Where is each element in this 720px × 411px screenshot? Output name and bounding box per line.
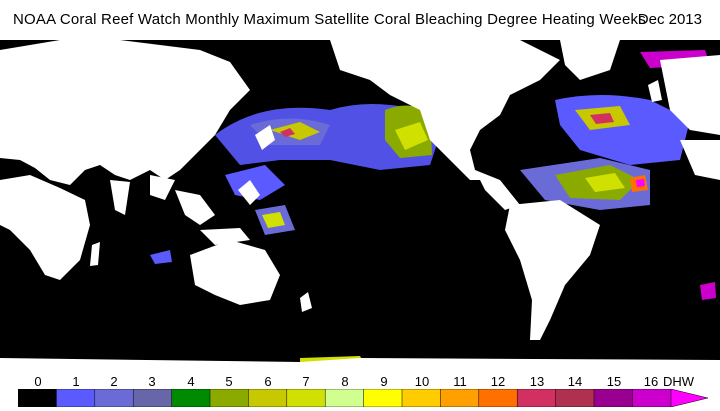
legend-swatch-3 [132,389,173,407]
legend-swatch-16 [632,389,672,407]
legend-labels: 0 1 2 3 4 5 6 7 8 9 10 11 12 13 14 15 16 [0,374,720,392]
legend-swatch-4 [171,389,211,407]
legend-unit: DHW [663,374,695,389]
legend-label-3: 3 [148,374,156,389]
legend-swatch-15 [593,389,634,407]
legend-label-15: 15 [606,374,622,389]
page-title: NOAA Coral Reef Watch Monthly Maximum Sa… [13,11,646,28]
legend-swatch-12 [478,389,518,407]
legend-swatches [18,389,672,407]
legend-swatch-13 [516,389,557,407]
date-label: Dec 2013 [637,11,702,28]
landmasses [0,40,720,370]
legend-label-7: 7 [302,374,310,389]
legend-label-5: 5 [225,374,233,389]
world-map [0,40,720,370]
legend-label-9: 9 [380,374,388,389]
legend-label-14: 14 [567,374,583,389]
legend-label-8: 8 [341,374,349,389]
legend-swatch-1 [56,389,96,407]
map-canvas [0,40,720,370]
legend-label-2: 2 [110,374,118,389]
legend-label-6: 6 [264,374,272,389]
legend-color-bar [18,389,709,407]
legend-swatch-5 [209,389,250,407]
title-bar: NOAA Coral Reef Watch Monthly Maximum Sa… [0,0,720,40]
legend-swatch-7 [286,389,326,407]
legend-swatch-2 [94,389,134,407]
legend-label-16: 16 [643,374,659,389]
legend-label-1: 1 [72,374,80,389]
legend-label-10: 10 [414,374,430,389]
legend-swatch-11 [440,389,480,407]
legend-label-0: 0 [34,374,42,389]
legend-swatch-10 [401,389,442,407]
legend-swatch-0 [18,389,58,407]
legend-swatch-9 [363,389,403,407]
legend-label-11: 11 [453,374,467,389]
legend-label-12: 12 [490,374,506,389]
legend-swatch-6 [248,389,288,407]
legend-label-4: 4 [187,374,195,389]
legend-swatch-14 [555,389,595,407]
legend-label-13: 13 [529,374,545,389]
legend-swatch-8 [324,389,365,407]
legend-arrow [670,389,709,407]
